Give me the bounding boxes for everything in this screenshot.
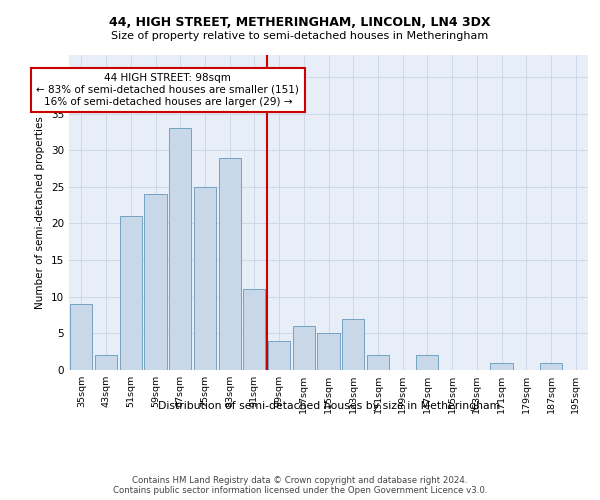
Bar — [145, 194, 167, 370]
Text: 44, HIGH STREET, METHERINGHAM, LINCOLN, LN4 3DX: 44, HIGH STREET, METHERINGHAM, LINCOLN, … — [109, 16, 491, 29]
Bar — [317, 334, 340, 370]
Bar — [194, 187, 216, 370]
Bar — [119, 216, 142, 370]
Y-axis label: Number of semi-detached properties: Number of semi-detached properties — [35, 116, 46, 309]
Text: Size of property relative to semi-detached houses in Metheringham: Size of property relative to semi-detach… — [112, 31, 488, 41]
Text: Contains public sector information licensed under the Open Government Licence v3: Contains public sector information licen… — [113, 486, 487, 495]
Text: 44 HIGH STREET: 98sqm
← 83% of semi-detached houses are smaller (151)
16% of sem: 44 HIGH STREET: 98sqm ← 83% of semi-deta… — [37, 74, 299, 106]
Bar — [293, 326, 315, 370]
Bar — [70, 304, 92, 370]
Bar — [490, 362, 512, 370]
Bar — [540, 362, 562, 370]
Bar — [243, 290, 265, 370]
Bar — [342, 318, 364, 370]
Bar — [268, 340, 290, 370]
Bar — [95, 356, 117, 370]
Text: Distribution of semi-detached houses by size in Metheringham: Distribution of semi-detached houses by … — [158, 401, 500, 411]
Bar — [218, 158, 241, 370]
Text: Contains HM Land Registry data © Crown copyright and database right 2024.: Contains HM Land Registry data © Crown c… — [132, 476, 468, 485]
Bar — [367, 356, 389, 370]
Bar — [416, 356, 439, 370]
Bar — [169, 128, 191, 370]
